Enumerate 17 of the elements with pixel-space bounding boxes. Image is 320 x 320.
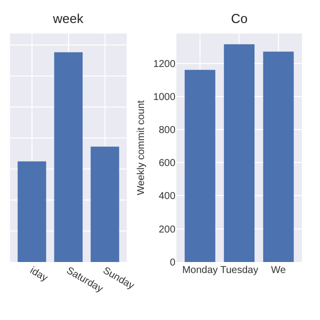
chart-title: Co [231, 11, 248, 26]
x-tick-label: iday [28, 265, 50, 284]
y-tick-label: 800 [158, 124, 176, 136]
x-tick-label: We [271, 264, 286, 276]
x-tick-label: Tuesday [220, 264, 258, 276]
y-tick-label: 400 [158, 191, 176, 202]
y-tick-label: 200 [158, 224, 176, 236]
chart-title: week [52, 11, 84, 26]
y-tick-label: 1200 [153, 58, 176, 70]
y-tick-label: 0 [170, 257, 176, 268]
y-tick-label: 1000 [153, 92, 176, 103]
bar [184, 70, 216, 262]
y-axis-title: Weekly commit count [136, 100, 148, 196]
bar [263, 52, 294, 262]
y-tick-label: 600 [158, 158, 176, 170]
bar [224, 44, 255, 262]
x-tick-label: Monday [182, 264, 218, 276]
